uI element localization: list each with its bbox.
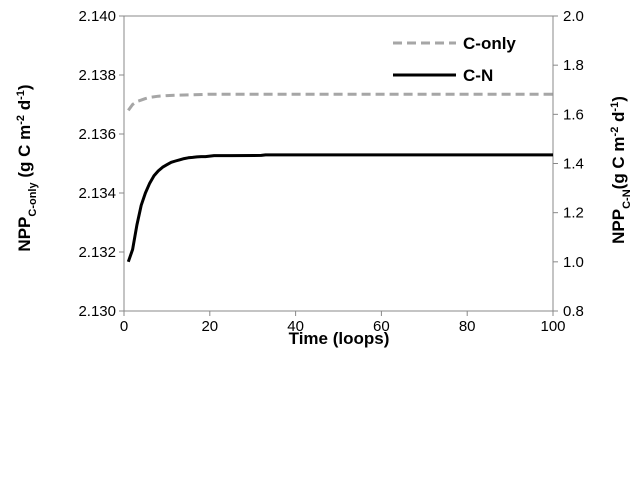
y-left-tick-label: 2.136	[78, 126, 116, 143]
y-right-tick-label: 2.0	[563, 8, 584, 25]
y-right-tick-label: 1.2	[563, 205, 584, 222]
y-left-title-base: NPP	[15, 217, 34, 252]
x-tick-label: 0	[120, 318, 128, 335]
y-right-title-base: NPP	[609, 209, 628, 244]
x-tick-label: 80	[459, 318, 476, 335]
axis-layer: 0 20 40 60 80 100 2.130 2.132 2.134 2.136 2.138 2.1…	[78, 8, 583, 335]
y-left-tick-label: 2.130	[78, 303, 116, 320]
x-tick-label: 40	[287, 318, 304, 335]
y-right-tick-label: 1.4	[563, 156, 584, 173]
legend: C-only C-N	[393, 34, 516, 85]
series-line-c-n	[126, 153, 553, 263]
y-left-title-sup1: -2	[15, 115, 27, 125]
y-right-tick-label: 1.0	[563, 254, 584, 271]
x-tick-label: 60	[373, 318, 390, 335]
y-right-title-unit-pre: (g C m	[609, 136, 628, 189]
x-tick-label: 20	[201, 318, 218, 335]
y-right-title-sup1: -2	[609, 127, 621, 137]
series-layer	[126, 92, 553, 263]
y-left-title-unit-post: )	[15, 84, 34, 90]
y-axis-right-title: NPPC-N(g C m-2 d-1)	[609, 96, 633, 244]
plot-area	[123, 15, 554, 312]
y-left-tick-label: 2.138	[78, 67, 116, 84]
y-right-tick-label: 1.8	[563, 57, 584, 74]
y-right-title-sup2: -1	[609, 102, 621, 112]
y-left-title-sub: C-only	[27, 182, 39, 217]
y-left-tick-label: 2.140	[78, 8, 116, 25]
legend-label: C-N	[463, 66, 493, 85]
y-right-title-unit-mid: d	[609, 112, 628, 127]
y-right-title-unit-post: )	[609, 96, 628, 102]
y-right-title-sub: C-N	[621, 189, 633, 209]
y-left-tick-label: 2.132	[78, 244, 116, 261]
x-tick-label: 100	[540, 318, 565, 335]
y-left-tick-label: 2.134	[78, 185, 116, 202]
y-left-title-unit-pre: (g C m	[15, 125, 34, 183]
y-left-title-unit-mid: d	[15, 100, 34, 115]
y-axis-left-title: NPPC-only (g C m-2 d-1)	[15, 84, 39, 251]
y-right-tick-label: 1.6	[563, 106, 584, 123]
x-axis-title: Time (loops)	[289, 329, 390, 348]
y-right-tick-label: 0.8	[563, 303, 584, 320]
y-left-title-sup2: -1	[15, 90, 27, 100]
legend-label: C-only	[463, 34, 516, 53]
